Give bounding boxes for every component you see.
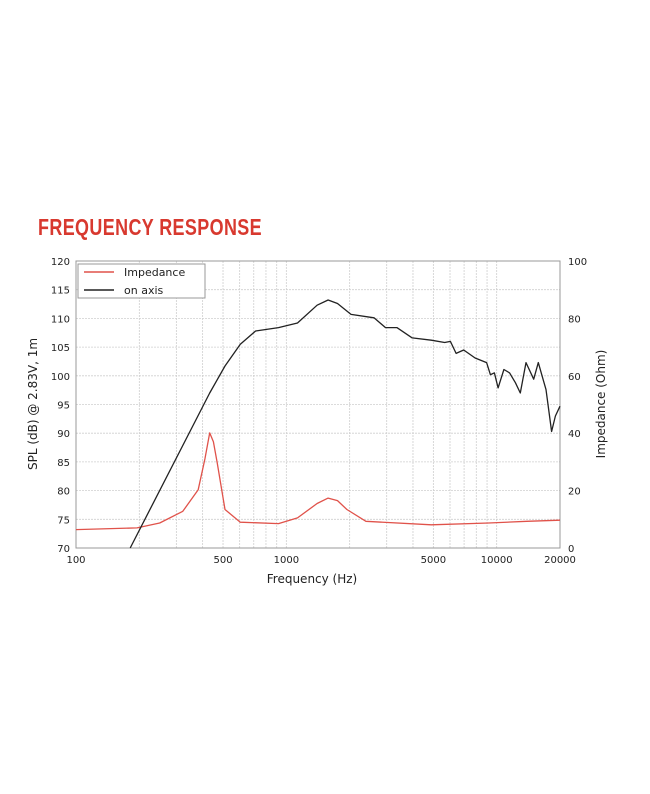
- x-tick-label: 500: [213, 555, 232, 566]
- legend-box: [77, 263, 206, 299]
- series-line-on-axis: [129, 299, 561, 549]
- y-tick-label: 70: [57, 544, 70, 555]
- x-axis-label: Frequency (Hz): [267, 572, 358, 586]
- y2-tick-label: 80: [568, 314, 581, 325]
- y-tick-label: 105: [51, 343, 70, 354]
- y-tick-label: 85: [57, 458, 70, 469]
- legend: Impedance on axis: [77, 263, 206, 299]
- y2-tick-label: 0: [568, 544, 574, 555]
- tick-labels: 100 500 1000 5000 10000 200007075808590951001…: [51, 257, 587, 566]
- y-axis-label: SPL (dB) @ 2.83V, 1m: [26, 338, 40, 470]
- y2-tick-label: 60: [568, 372, 581, 383]
- legend-label-on-axis: on axis: [124, 284, 164, 297]
- y2-axis-label: Impedance (Ohm): [594, 350, 608, 459]
- x-tick-label: 1000: [274, 555, 299, 566]
- y2-tick-label: 40: [568, 429, 581, 440]
- x-tick-label: 20000: [544, 555, 576, 566]
- y-tick-label: 115: [51, 286, 70, 297]
- x-tick-label: 5000: [421, 555, 446, 566]
- legend-label-impedance: Impedance: [124, 266, 185, 279]
- y-tick-label: 100: [51, 372, 70, 383]
- y-tick-label: 110: [51, 314, 70, 325]
- x-tick-label: 10000: [481, 555, 513, 566]
- y-tick-label: 75: [57, 515, 70, 526]
- chart-title: FREQUENCY RESPONSE: [38, 214, 263, 240]
- plot-frame: [75, 260, 561, 549]
- x-tick-label: 100: [66, 555, 85, 566]
- y-tick-label: 95: [57, 401, 70, 412]
- y-tick-label: 120: [51, 257, 70, 268]
- y2-tick-label: 100: [568, 257, 587, 268]
- y-tick-label: 90: [57, 429, 70, 440]
- series-line-impedance: [75, 432, 561, 531]
- y-tick-label: 80: [57, 487, 70, 498]
- y2-tick-label: 20: [568, 487, 581, 498]
- grid: [76, 261, 560, 548]
- series-lines: [75, 299, 561, 549]
